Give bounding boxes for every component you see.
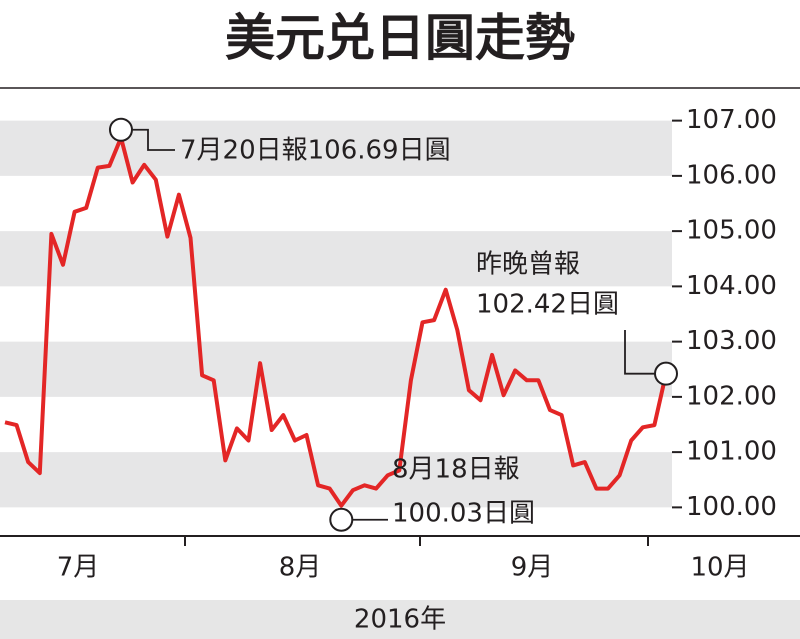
price-line — [4, 135, 668, 508]
annotation: 100.03日圓 — [392, 499, 535, 529]
annotation: 7月20日報106.69日圓 — [180, 136, 451, 166]
y-tick-label: 103.00 — [686, 326, 777, 356]
y-tick-label: 100.00 — [686, 492, 777, 522]
y-tick-label: 102.00 — [686, 381, 777, 411]
grid-band — [0, 231, 672, 287]
y-tick-label: 105.00 — [686, 216, 777, 246]
annotation: 8月18日報 — [392, 455, 520, 485]
annotation: 102.42日圓 — [476, 290, 619, 320]
leader-line — [120, 128, 175, 151]
marker — [329, 507, 354, 532]
marker — [108, 117, 133, 142]
footer-band — [0, 600, 800, 639]
y-tick-label: 104.00 — [686, 271, 777, 301]
y-tick-label: 107.00 — [686, 105, 777, 135]
x-tick-label: 9月 — [511, 553, 554, 583]
x-tick-label: 10月 — [690, 553, 749, 583]
marker — [654, 361, 678, 386]
grid-band — [0, 341, 672, 397]
chart-title: 美元兑日圓走勢 — [225, 8, 575, 67]
x-tick-label: 7月 — [57, 553, 100, 583]
x-axis-label: 2016年 — [354, 605, 446, 635]
annotation: 昨晚曾報 — [476, 250, 580, 280]
leader-line — [624, 330, 666, 375]
x-tick-label: 8月 — [279, 553, 322, 583]
y-tick-label: 101.00 — [686, 437, 777, 467]
y-tick-label: 106.00 — [686, 160, 777, 190]
